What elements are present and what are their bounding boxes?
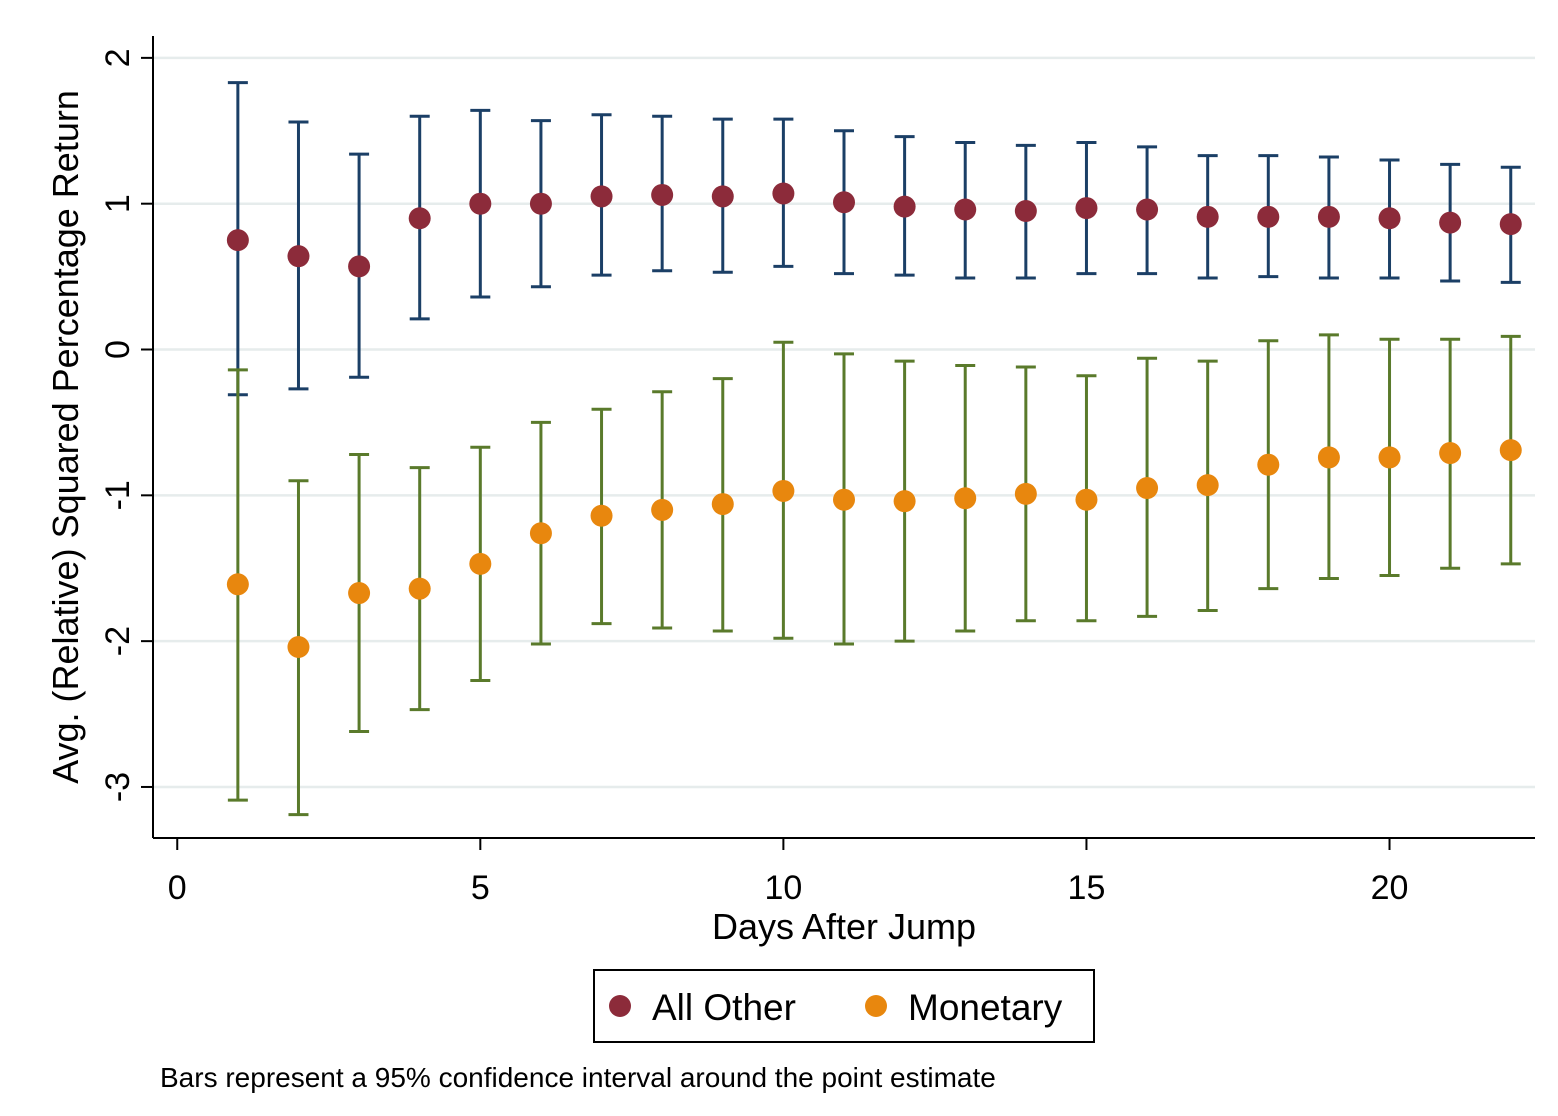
point-all-other bbox=[1136, 198, 1159, 221]
legend-label-all-other: All Other bbox=[652, 987, 796, 1028]
point-monetary bbox=[1257, 453, 1280, 476]
point-all-other bbox=[529, 192, 552, 215]
x-tick-label: 0 bbox=[168, 869, 187, 907]
point-monetary bbox=[1317, 446, 1340, 469]
point-monetary bbox=[590, 504, 613, 527]
point-all-other bbox=[711, 185, 734, 208]
point-all-other bbox=[651, 183, 674, 206]
point-all-other bbox=[348, 255, 371, 278]
point-monetary bbox=[348, 582, 371, 605]
point-monetary bbox=[954, 487, 977, 510]
point-all-other bbox=[1378, 207, 1401, 230]
point-monetary bbox=[893, 490, 916, 513]
point-all-other bbox=[1257, 205, 1280, 228]
legend-marker-monetary bbox=[865, 995, 887, 1017]
point-all-other bbox=[1014, 199, 1037, 222]
point-all-other bbox=[1075, 197, 1098, 220]
point-monetary bbox=[651, 498, 674, 521]
point-all-other bbox=[1317, 205, 1340, 228]
point-all-other bbox=[226, 229, 249, 252]
point-all-other bbox=[893, 195, 916, 218]
legend-box bbox=[593, 969, 1095, 1043]
point-monetary bbox=[1196, 474, 1219, 497]
point-monetary bbox=[287, 635, 310, 658]
point-all-other bbox=[469, 192, 492, 215]
legend-label-monetary: Monetary bbox=[908, 987, 1063, 1028]
x-tick-label: 15 bbox=[1068, 869, 1106, 907]
point-all-other bbox=[833, 191, 855, 214]
point-all-other bbox=[772, 182, 795, 205]
y-axis-title: Avg. (Relative) Squared Percentage Retur… bbox=[45, 90, 86, 784]
y-tick-label: -3 bbox=[99, 772, 137, 802]
point-monetary bbox=[1378, 446, 1401, 469]
point-monetary bbox=[1075, 488, 1098, 511]
y-tick-label: -2 bbox=[99, 626, 137, 656]
legend-marker-all-other bbox=[609, 995, 631, 1017]
point-monetary bbox=[1136, 477, 1159, 500]
point-monetary bbox=[1014, 482, 1037, 505]
legend: All Other Monetary bbox=[593, 969, 1095, 1043]
point-monetary bbox=[772, 479, 795, 502]
point-monetary bbox=[226, 573, 249, 596]
y-tick-label: -1 bbox=[99, 480, 137, 510]
y-tick-label: 0 bbox=[99, 340, 137, 359]
x-tick-label: 5 bbox=[471, 869, 490, 907]
x-axis-title: Days After Jump bbox=[712, 906, 976, 947]
point-monetary bbox=[469, 552, 492, 575]
point-monetary bbox=[1439, 442, 1462, 465]
point-all-other bbox=[590, 185, 613, 208]
point-monetary bbox=[408, 577, 431, 600]
point-all-other bbox=[1499, 213, 1522, 236]
point-monetary bbox=[1499, 439, 1522, 462]
point-all-other bbox=[408, 207, 431, 230]
y-tick-label: 1 bbox=[99, 194, 137, 213]
point-monetary bbox=[833, 488, 855, 511]
x-tick-label: 20 bbox=[1371, 869, 1409, 907]
point-monetary bbox=[711, 493, 734, 516]
point-all-other bbox=[954, 198, 977, 221]
points-layer bbox=[226, 182, 1522, 658]
point-all-other bbox=[1196, 205, 1219, 228]
x-tick-label: 10 bbox=[764, 869, 802, 907]
point-all-other bbox=[1439, 211, 1462, 234]
point-all-other bbox=[287, 245, 310, 268]
chart-note: Bars represent a 95% confidence interval… bbox=[160, 1062, 996, 1093]
y-tick-label: 2 bbox=[99, 48, 137, 67]
point-monetary bbox=[529, 522, 552, 545]
